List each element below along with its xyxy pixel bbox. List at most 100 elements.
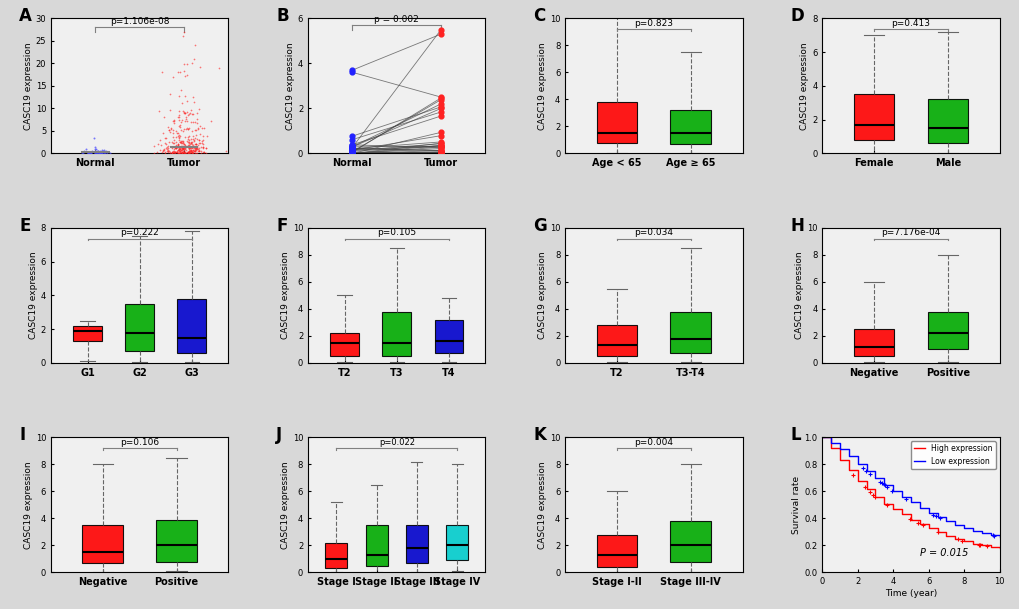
Point bbox=[177, 146, 194, 155]
Point bbox=[170, 140, 186, 150]
PathPatch shape bbox=[177, 299, 206, 353]
Text: C: C bbox=[533, 7, 545, 26]
Point bbox=[176, 144, 193, 153]
Point bbox=[167, 126, 183, 136]
Point bbox=[170, 148, 186, 158]
Point bbox=[160, 146, 176, 155]
Point bbox=[171, 112, 187, 122]
Point bbox=[83, 148, 99, 158]
Point bbox=[177, 71, 194, 81]
High expression bbox=[842, 466, 854, 473]
Point bbox=[432, 147, 448, 157]
Low expression bbox=[983, 531, 996, 538]
Point bbox=[160, 141, 176, 151]
Point bbox=[175, 139, 192, 149]
Point bbox=[432, 143, 448, 152]
Point bbox=[160, 122, 176, 132]
Point bbox=[195, 142, 211, 152]
Point bbox=[76, 146, 93, 156]
Point bbox=[179, 147, 196, 157]
Point bbox=[432, 146, 448, 155]
Point bbox=[182, 145, 199, 155]
High expression bbox=[949, 535, 961, 543]
Y-axis label: CASC19 expression: CASC19 expression bbox=[800, 42, 808, 130]
Point bbox=[172, 141, 189, 150]
Y-axis label: CASC19 expression: CASC19 expression bbox=[538, 252, 546, 339]
Point bbox=[192, 130, 208, 139]
PathPatch shape bbox=[596, 325, 637, 356]
Point bbox=[169, 141, 185, 150]
Point bbox=[432, 143, 448, 153]
Point bbox=[180, 123, 197, 133]
Point bbox=[171, 146, 187, 156]
Point bbox=[161, 125, 177, 135]
Point bbox=[344, 147, 361, 157]
PathPatch shape bbox=[73, 326, 102, 341]
Point bbox=[432, 141, 448, 151]
Point bbox=[172, 138, 189, 147]
Point bbox=[169, 128, 185, 138]
Point bbox=[166, 149, 182, 158]
Low expression bbox=[940, 518, 952, 525]
Point bbox=[171, 131, 187, 141]
Point bbox=[432, 147, 448, 157]
Low expression bbox=[993, 533, 1005, 541]
Point bbox=[187, 139, 204, 149]
Point bbox=[190, 139, 206, 149]
Point bbox=[81, 149, 97, 158]
Point bbox=[432, 131, 448, 141]
Point bbox=[179, 124, 196, 134]
Point bbox=[175, 144, 192, 153]
Point bbox=[184, 147, 201, 157]
Point bbox=[161, 149, 177, 158]
Point bbox=[88, 147, 104, 157]
Point bbox=[344, 140, 361, 150]
Point bbox=[186, 136, 203, 146]
Point bbox=[192, 63, 208, 72]
Point bbox=[90, 146, 106, 155]
Point bbox=[179, 147, 196, 157]
Point bbox=[174, 147, 191, 157]
Point bbox=[184, 92, 201, 102]
High expression bbox=[868, 493, 880, 501]
Text: p = 0.002: p = 0.002 bbox=[374, 15, 419, 24]
Point bbox=[150, 139, 166, 149]
Point bbox=[165, 116, 181, 125]
Point bbox=[169, 146, 185, 156]
Point bbox=[168, 132, 184, 142]
Point bbox=[102, 149, 118, 158]
Text: B: B bbox=[276, 7, 288, 26]
Point bbox=[161, 105, 177, 115]
PathPatch shape bbox=[125, 304, 154, 351]
Point bbox=[344, 143, 361, 153]
Point bbox=[179, 137, 196, 147]
Point bbox=[344, 149, 361, 158]
Point bbox=[94, 148, 110, 158]
Point bbox=[181, 143, 198, 152]
Point bbox=[159, 146, 175, 156]
Point bbox=[185, 97, 202, 107]
Low expression bbox=[904, 499, 916, 506]
Point bbox=[170, 148, 186, 158]
Point bbox=[174, 139, 191, 149]
Point bbox=[177, 114, 194, 124]
Point bbox=[176, 148, 193, 158]
Point bbox=[170, 121, 186, 131]
Point bbox=[79, 148, 96, 158]
Point bbox=[161, 146, 177, 156]
Point bbox=[89, 147, 105, 157]
Point bbox=[167, 149, 183, 158]
Point bbox=[189, 114, 205, 124]
Point bbox=[186, 144, 203, 153]
Point bbox=[186, 146, 203, 155]
Point bbox=[185, 54, 202, 64]
Point bbox=[172, 138, 189, 147]
Point bbox=[344, 145, 361, 155]
Point bbox=[172, 146, 189, 155]
Point bbox=[178, 71, 195, 80]
Point bbox=[180, 109, 197, 119]
Point bbox=[179, 147, 196, 157]
Point bbox=[344, 131, 361, 141]
Point bbox=[177, 141, 194, 151]
Point bbox=[181, 147, 198, 157]
